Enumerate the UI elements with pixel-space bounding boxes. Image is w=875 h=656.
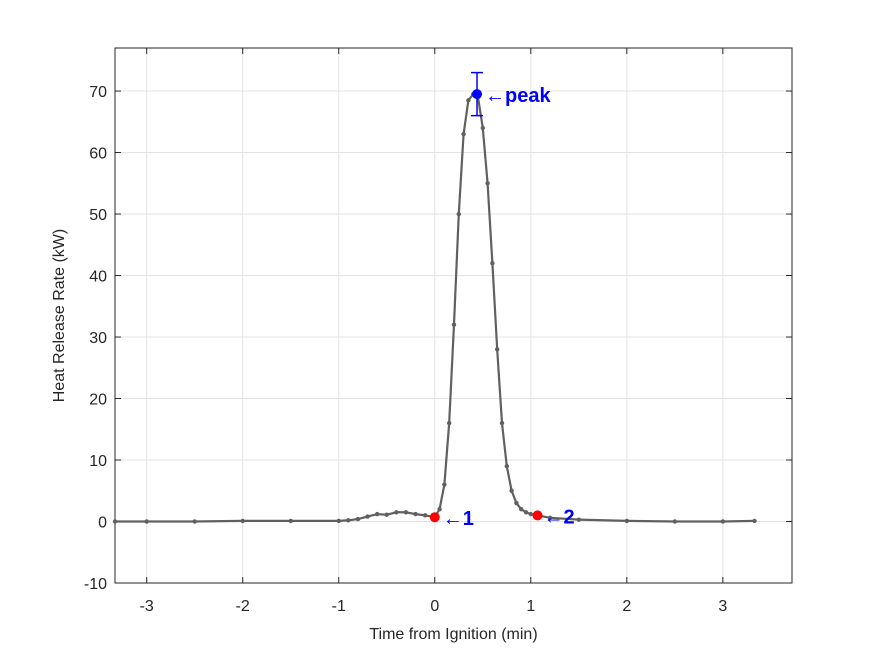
data-point [346, 518, 351, 523]
y-tick-label: 0 [98, 515, 107, 532]
data-point [355, 516, 361, 522]
data-point [384, 512, 389, 517]
data-point [437, 507, 442, 512]
data-point [365, 514, 370, 519]
x-tick-label: -1 [332, 598, 346, 615]
data-point [374, 511, 380, 517]
markers [429, 71, 543, 523]
data-point [672, 519, 678, 524]
data-point [528, 511, 534, 517]
y-tick-label: 70 [89, 84, 107, 101]
annotation-peak: ←peak [485, 85, 551, 107]
data-point [514, 500, 519, 506]
data-point [456, 211, 461, 217]
data-point [112, 519, 118, 524]
x-axis-label: Time from Ignition (min) [369, 626, 537, 643]
data-point [480, 125, 485, 131]
annotation-1: ←1 [443, 508, 474, 530]
data-point [413, 511, 418, 517]
y-tick-label: 30 [89, 330, 107, 347]
data-point [509, 488, 514, 493]
data-point [576, 517, 582, 522]
data-point [422, 513, 428, 518]
data-point [403, 510, 409, 515]
data-point [192, 519, 197, 524]
data-point [466, 98, 471, 103]
data-point [336, 518, 341, 524]
plot-frame [114, 47, 793, 584]
y-tick-label: 40 [89, 269, 107, 286]
data-point [752, 518, 757, 524]
y-tick-label: -10 [84, 576, 107, 593]
data-point [485, 181, 490, 186]
x-tick-label: 3 [718, 598, 727, 615]
data-point [461, 131, 466, 137]
y-tick-label: 20 [89, 392, 107, 409]
x-tick-label: 2 [622, 598, 631, 615]
marker-2 [532, 510, 543, 521]
annotation-2: ←2 [544, 506, 575, 528]
data-point [144, 519, 149, 524]
x-tick-label: -2 [236, 598, 250, 615]
data-point [519, 507, 524, 512]
data-point [504, 463, 509, 469]
x-tick-label: 0 [430, 598, 439, 615]
y-axis-label: Heat Release Rate (kW) [51, 229, 68, 402]
y-tick-label: 10 [89, 453, 107, 470]
data-point [499, 420, 505, 426]
x-tick-label: 1 [526, 598, 535, 615]
y-tick-label: 50 [89, 207, 107, 224]
data-point [624, 518, 630, 524]
data-point [490, 261, 495, 266]
data-point [288, 518, 293, 524]
x-tick-label: -3 [140, 598, 154, 615]
data-point [394, 510, 399, 515]
grid [115, 48, 792, 584]
data-point [446, 420, 452, 426]
data-point [720, 519, 726, 524]
annotations: ←peak ←1 ←2 [443, 85, 575, 530]
data-point [240, 518, 245, 524]
data-point [523, 510, 529, 515]
y-tick-label: 60 [89, 146, 107, 163]
marker-peak [472, 89, 483, 100]
data-point [494, 347, 500, 352]
data-point [442, 482, 447, 487]
series [112, 91, 757, 524]
marker-1 [429, 512, 440, 523]
data-point [451, 322, 457, 327]
data-point [547, 515, 553, 521]
